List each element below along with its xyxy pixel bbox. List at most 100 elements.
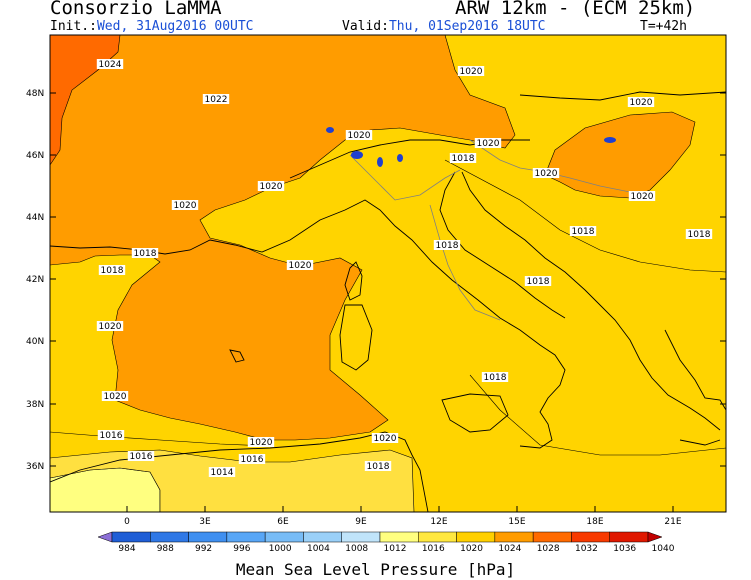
isobar-label: 1020 <box>260 182 283 192</box>
forecast-lead-time: T=+42h <box>640 19 687 34</box>
colorbar-level-label: 1036 <box>613 544 636 554</box>
longitude-ticks: 0 3E 6E 9E 12E 15E 18E 21E <box>124 506 682 527</box>
isobar-label: 1020 <box>630 98 653 108</box>
colorbar-swatch <box>150 531 189 543</box>
isobar-label: 1020 <box>174 201 197 211</box>
isobar-label: 1018 <box>572 227 595 237</box>
isobar-label-bg <box>96 321 124 331</box>
colorbar-level-label: 1016 <box>422 544 445 554</box>
isobar-label: 1022 <box>205 95 228 105</box>
isobar-1016-east <box>469 374 726 456</box>
colorbar-level-label: 1020 <box>460 544 483 554</box>
isobar-label-bg <box>96 59 124 69</box>
colorbar-swatch <box>494 531 534 543</box>
isobar-label-bg <box>524 276 552 286</box>
lon-tick-label: 6E <box>277 517 289 527</box>
pressure-band-1024-1028 <box>50 35 121 166</box>
isobar-label: 1020 <box>631 192 654 202</box>
isobar-label-bg <box>628 191 656 201</box>
pressure-band-1020-1024-west <box>50 35 516 441</box>
colorbar-swatch <box>609 531 649 543</box>
colorbar-level-label: 1028 <box>537 544 560 554</box>
isobar-label: 1018 <box>688 230 711 240</box>
colorbar-title: Mean Sea Level Pressure [hPa] <box>235 560 516 579</box>
model-provider-title: Consorzio LaMMA <box>50 0 222 19</box>
isobar-label-bg <box>685 229 713 239</box>
isobar-label-bg <box>98 265 126 275</box>
lat-tick-label: 40N <box>26 337 44 347</box>
latitude-ticks: 48N 46N 44N 42N 40N 38N 36N <box>26 89 726 472</box>
colorbar-swatch <box>111 531 151 543</box>
colorbar-level-label: 1040 <box>652 544 675 554</box>
colorbar-swatch <box>341 531 381 543</box>
isobar-1018-west <box>50 431 271 447</box>
colorbar-swatch <box>188 531 228 543</box>
colorbar-swatch <box>226 531 266 543</box>
lat-tick-label: 36N <box>26 462 44 472</box>
colorbar-level-label: 1008 <box>345 544 368 554</box>
pressure-band-1016-south <box>50 449 415 512</box>
map-frame <box>49 34 727 513</box>
colorbar-level-label: 1000 <box>269 544 292 554</box>
lon-tick-label: 0 <box>124 517 130 527</box>
model-name-title: ARW 12km - (ECM 25km) <box>455 0 696 19</box>
isobar-label: 1020 <box>477 139 500 149</box>
lat-tick-label: 42N <box>26 275 44 285</box>
isobar-label: 1020 <box>289 261 312 271</box>
isobar-label-bg <box>101 391 129 401</box>
isobar-label-bg <box>481 372 509 382</box>
isobar-label: 1018 <box>452 154 475 164</box>
colorbar-swatch <box>571 531 610 543</box>
isobar-label: 1020 <box>374 434 397 444</box>
lon-tick-label: 18E <box>586 517 603 527</box>
valid-time: Valid:Thu, 01Sep2016 18UTC <box>342 19 546 34</box>
lat-tick-label: 48N <box>26 89 44 99</box>
isobar-label: 1018 <box>101 266 124 276</box>
colorbar-swatch <box>379 531 419 543</box>
colorbar-level-label: 984 <box>118 544 135 554</box>
colorbar-level-label: 996 <box>233 544 250 554</box>
isobar-label-bg <box>345 130 373 140</box>
colorbar-level-label: 992 <box>195 544 212 554</box>
isobar-label-bg <box>286 260 314 270</box>
isobar-label-bg <box>131 248 159 258</box>
isobar-label-bg <box>449 153 477 163</box>
lat-tick-label: 44N <box>26 213 44 223</box>
country-borders <box>349 139 631 321</box>
colorbar-extend-high <box>647 531 663 543</box>
isobar-label-bg <box>474 138 502 148</box>
init-time: Init.:Wed, 31Aug2016 00UTC <box>50 19 254 34</box>
colorbar-extend-low <box>97 531 113 543</box>
isobar-label-bg <box>532 168 560 178</box>
isobar-label-bg <box>627 97 655 107</box>
isobar-label-bg <box>457 66 485 76</box>
isobar-1018-east <box>444 159 726 273</box>
lon-tick-label: 3E <box>199 517 211 527</box>
colorbar-swatch <box>303 531 342 543</box>
isobar-label: 1020 <box>348 131 371 141</box>
map-fields <box>50 35 726 512</box>
lon-tick-label: 12E <box>430 517 447 527</box>
isobar-label: 1014 <box>211 468 234 478</box>
isobar-label: 1016 <box>100 431 123 441</box>
isobar-label-bg <box>247 437 275 447</box>
isobar-label: 1020 <box>535 169 558 179</box>
lat-tick-label: 46N <box>26 151 44 161</box>
isobar-label-bg <box>257 181 285 191</box>
isobar-label: 1020 <box>99 322 122 332</box>
isobar-label: 1018 <box>527 277 550 287</box>
isobar-label-bg <box>569 226 597 236</box>
init-value: Wed, 31Aug2016 00UTC <box>96 19 254 34</box>
lon-tick-label: 15E <box>508 517 525 527</box>
isobar-label-bg <box>364 461 392 471</box>
isobar-label-bg <box>238 454 266 464</box>
colorbar-level-label: 988 <box>157 544 174 554</box>
pressure-band-1020-1024-east <box>544 111 696 199</box>
isobar-label: 1020 <box>104 392 127 402</box>
isobar-label: 1024 <box>99 60 122 70</box>
lat-tick-label: 38N <box>26 400 44 410</box>
isobar-label: 1018 <box>484 373 507 383</box>
lon-tick-label: 21E <box>664 517 681 527</box>
isobar-label-bg <box>127 451 155 461</box>
